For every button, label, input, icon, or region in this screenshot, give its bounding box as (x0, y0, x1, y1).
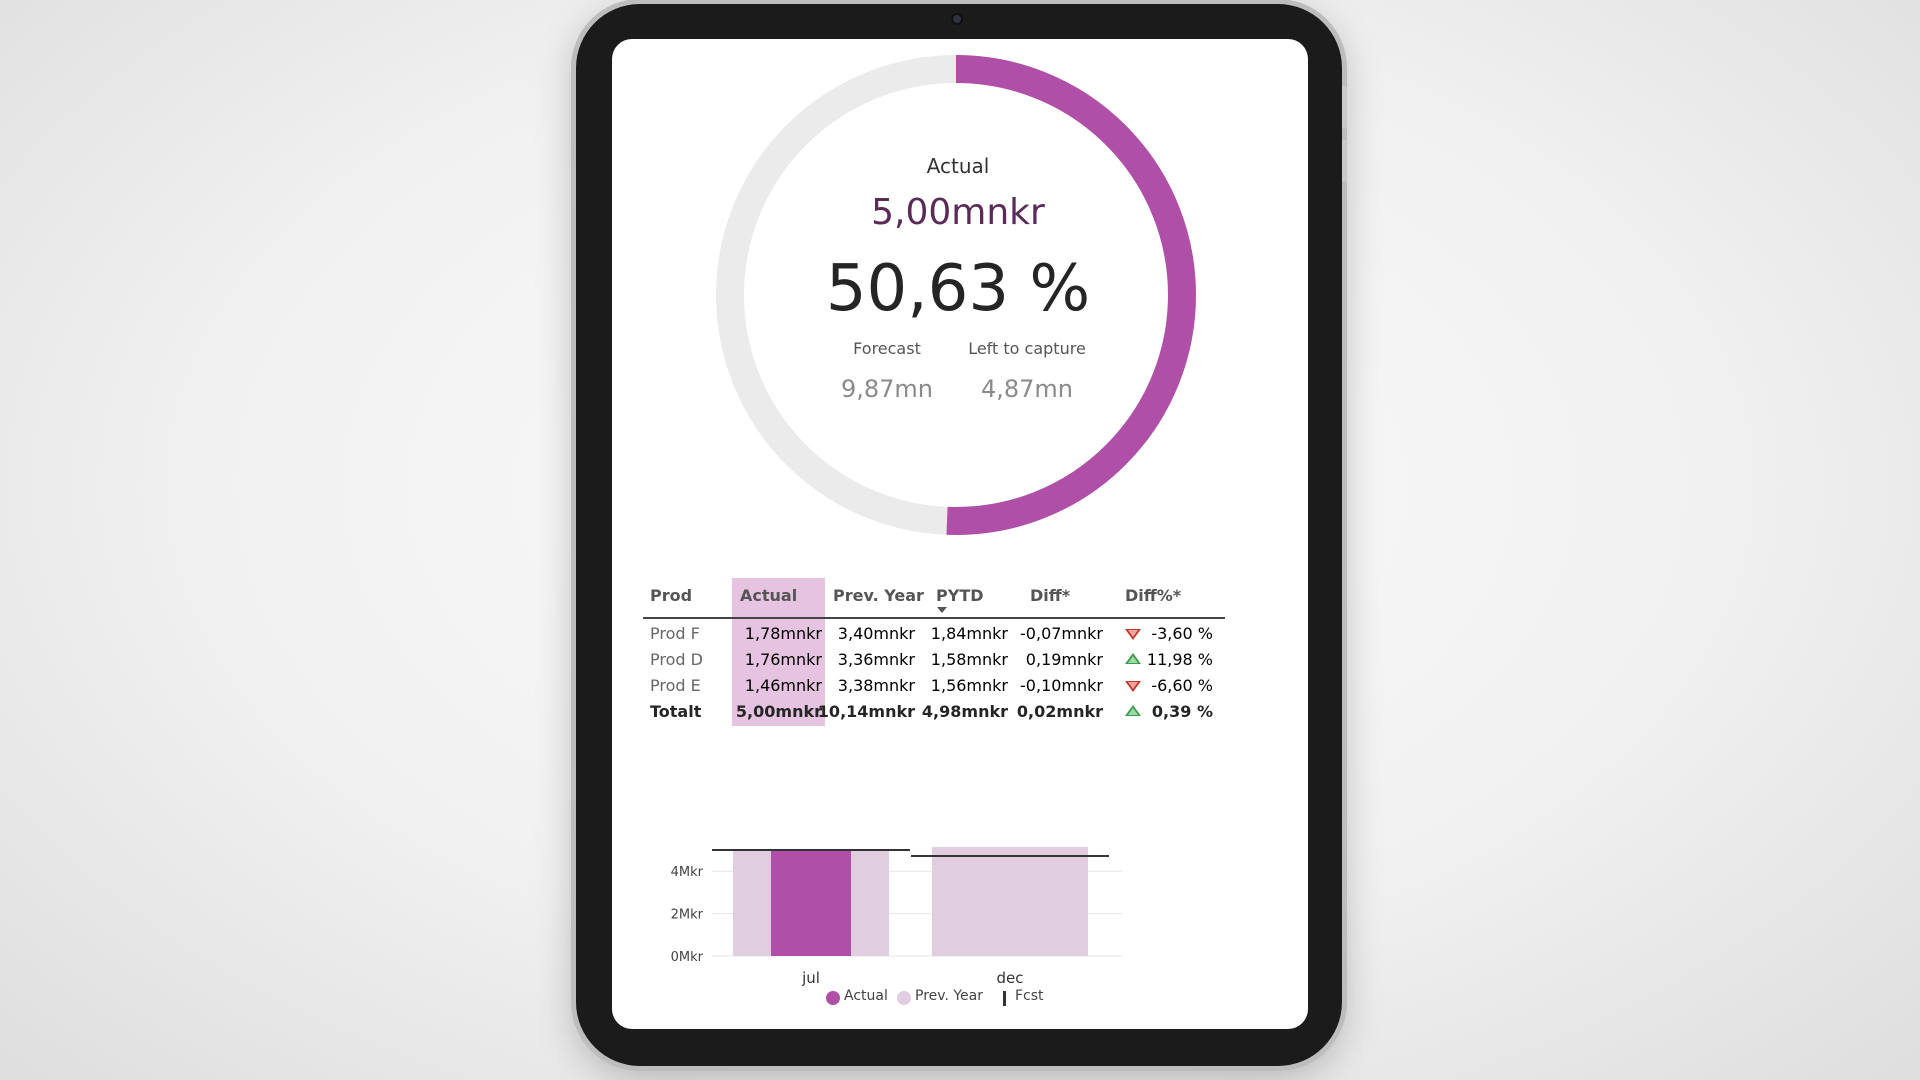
legend-actual-dot (826, 991, 840, 1005)
legend-prev-year-dot (897, 991, 911, 1005)
forecast-label: Forecast (853, 339, 921, 358)
total-prev: 10,14mnkr (817, 702, 915, 721)
actual-column-highlight (732, 578, 825, 726)
trend-down-icon (1125, 629, 1141, 640)
trend-up-icon (1125, 705, 1141, 716)
row-prod-e-prev: 3,38mnkr (837, 676, 915, 695)
left-to-capture-label: Left to capture (968, 339, 1086, 358)
row-prod-f-actual: 1,78mnkr (744, 624, 822, 643)
gauge-donut (716, 55, 1196, 535)
header-prev-year[interactable]: Prev. Year (833, 586, 924, 605)
sort-desc-icon[interactable] (937, 607, 947, 613)
gauge-label: Actual (926, 154, 990, 178)
header-actual[interactable]: Actual (740, 586, 798, 605)
total-name: Totalt (650, 702, 702, 721)
total-actual: 5,00mnkr (735, 702, 822, 721)
trend-down-icon (1125, 681, 1141, 692)
row-prod-f-diff: -0,07mnkr (1020, 624, 1103, 643)
row-prod-d-pytd: 1,58mnkr (930, 650, 1008, 669)
bar-actual (771, 850, 851, 956)
legend-prev-year-label: Prev. Year (915, 988, 983, 1004)
bar-prev-year (932, 847, 1088, 956)
row-prod-e-name: Prod E (650, 676, 701, 695)
volume-button-lower (1342, 140, 1347, 182)
row-prod-d-prev: 3,36mnkr (837, 650, 915, 669)
total-diff-pct: 0,39 % (1151, 702, 1213, 721)
header-diff[interactable]: Diff* (1030, 586, 1071, 605)
row-prod-f-diff-pct: -3,60 % (1151, 624, 1213, 643)
legend-fcst-label: Fcst (1015, 988, 1044, 1004)
gauge-fill (716, 55, 1196, 535)
x-tick-label: dec (997, 969, 1024, 987)
row-prod-e-diff-pct: -6,60 % (1151, 676, 1213, 695)
row-prod-f-pytd: 1,84mnkr (930, 624, 1008, 643)
row-prod-d-name: Prod D (650, 650, 703, 669)
bar-chart: 0Mkr 2Mkr 4Mkr jul dec (671, 847, 1122, 987)
y-tick-label: 4Mkr (671, 865, 704, 880)
header-diff-pct[interactable]: Diff%* (1125, 586, 1182, 605)
total-diff: 0,02mnkr (1016, 702, 1103, 721)
trend-up-icon (1125, 653, 1141, 664)
legend-fcst-marker (1003, 991, 1006, 1006)
legend-actual-label: Actual (844, 988, 888, 1004)
volume-button (1342, 86, 1347, 128)
row-prod-e-pytd: 1,56mnkr (930, 676, 1008, 695)
dashboard-screen: Actual 5,00mnkr 50,63 % Forecast Left to… (612, 39, 1308, 1029)
row-prod-f-name: Prod F (650, 624, 700, 643)
header-prod[interactable]: Prod (650, 586, 693, 605)
row-prod-d-actual: 1,76mnkr (744, 650, 822, 669)
forecast-value: 9,87mn (840, 375, 934, 403)
x-tick-label: jul (801, 969, 820, 987)
gauge-actual-value: 5,00mnkr (871, 192, 1045, 233)
left-to-capture-value: 4,87mn (980, 375, 1074, 403)
header-divider (643, 617, 1225, 619)
header-pytd[interactable]: PYTD (936, 586, 984, 605)
y-tick-label: 2Mkr (671, 908, 704, 923)
row-prod-e-actual: 1,46mnkr (744, 676, 822, 695)
total-pytd: 4,98mnkr (921, 702, 1008, 721)
row-prod-f-prev: 3,40mnkr (837, 624, 915, 643)
row-prod-d-diff-pct: 11,98 % (1146, 650, 1213, 669)
camera-icon (953, 15, 961, 23)
gauge-percentage: 50,63 % (825, 252, 1091, 326)
row-prod-d-diff: 0,19mnkr (1025, 650, 1103, 669)
row-prod-e-diff: -0,10mnkr (1020, 676, 1103, 695)
y-tick-label: 0Mkr (671, 950, 704, 965)
